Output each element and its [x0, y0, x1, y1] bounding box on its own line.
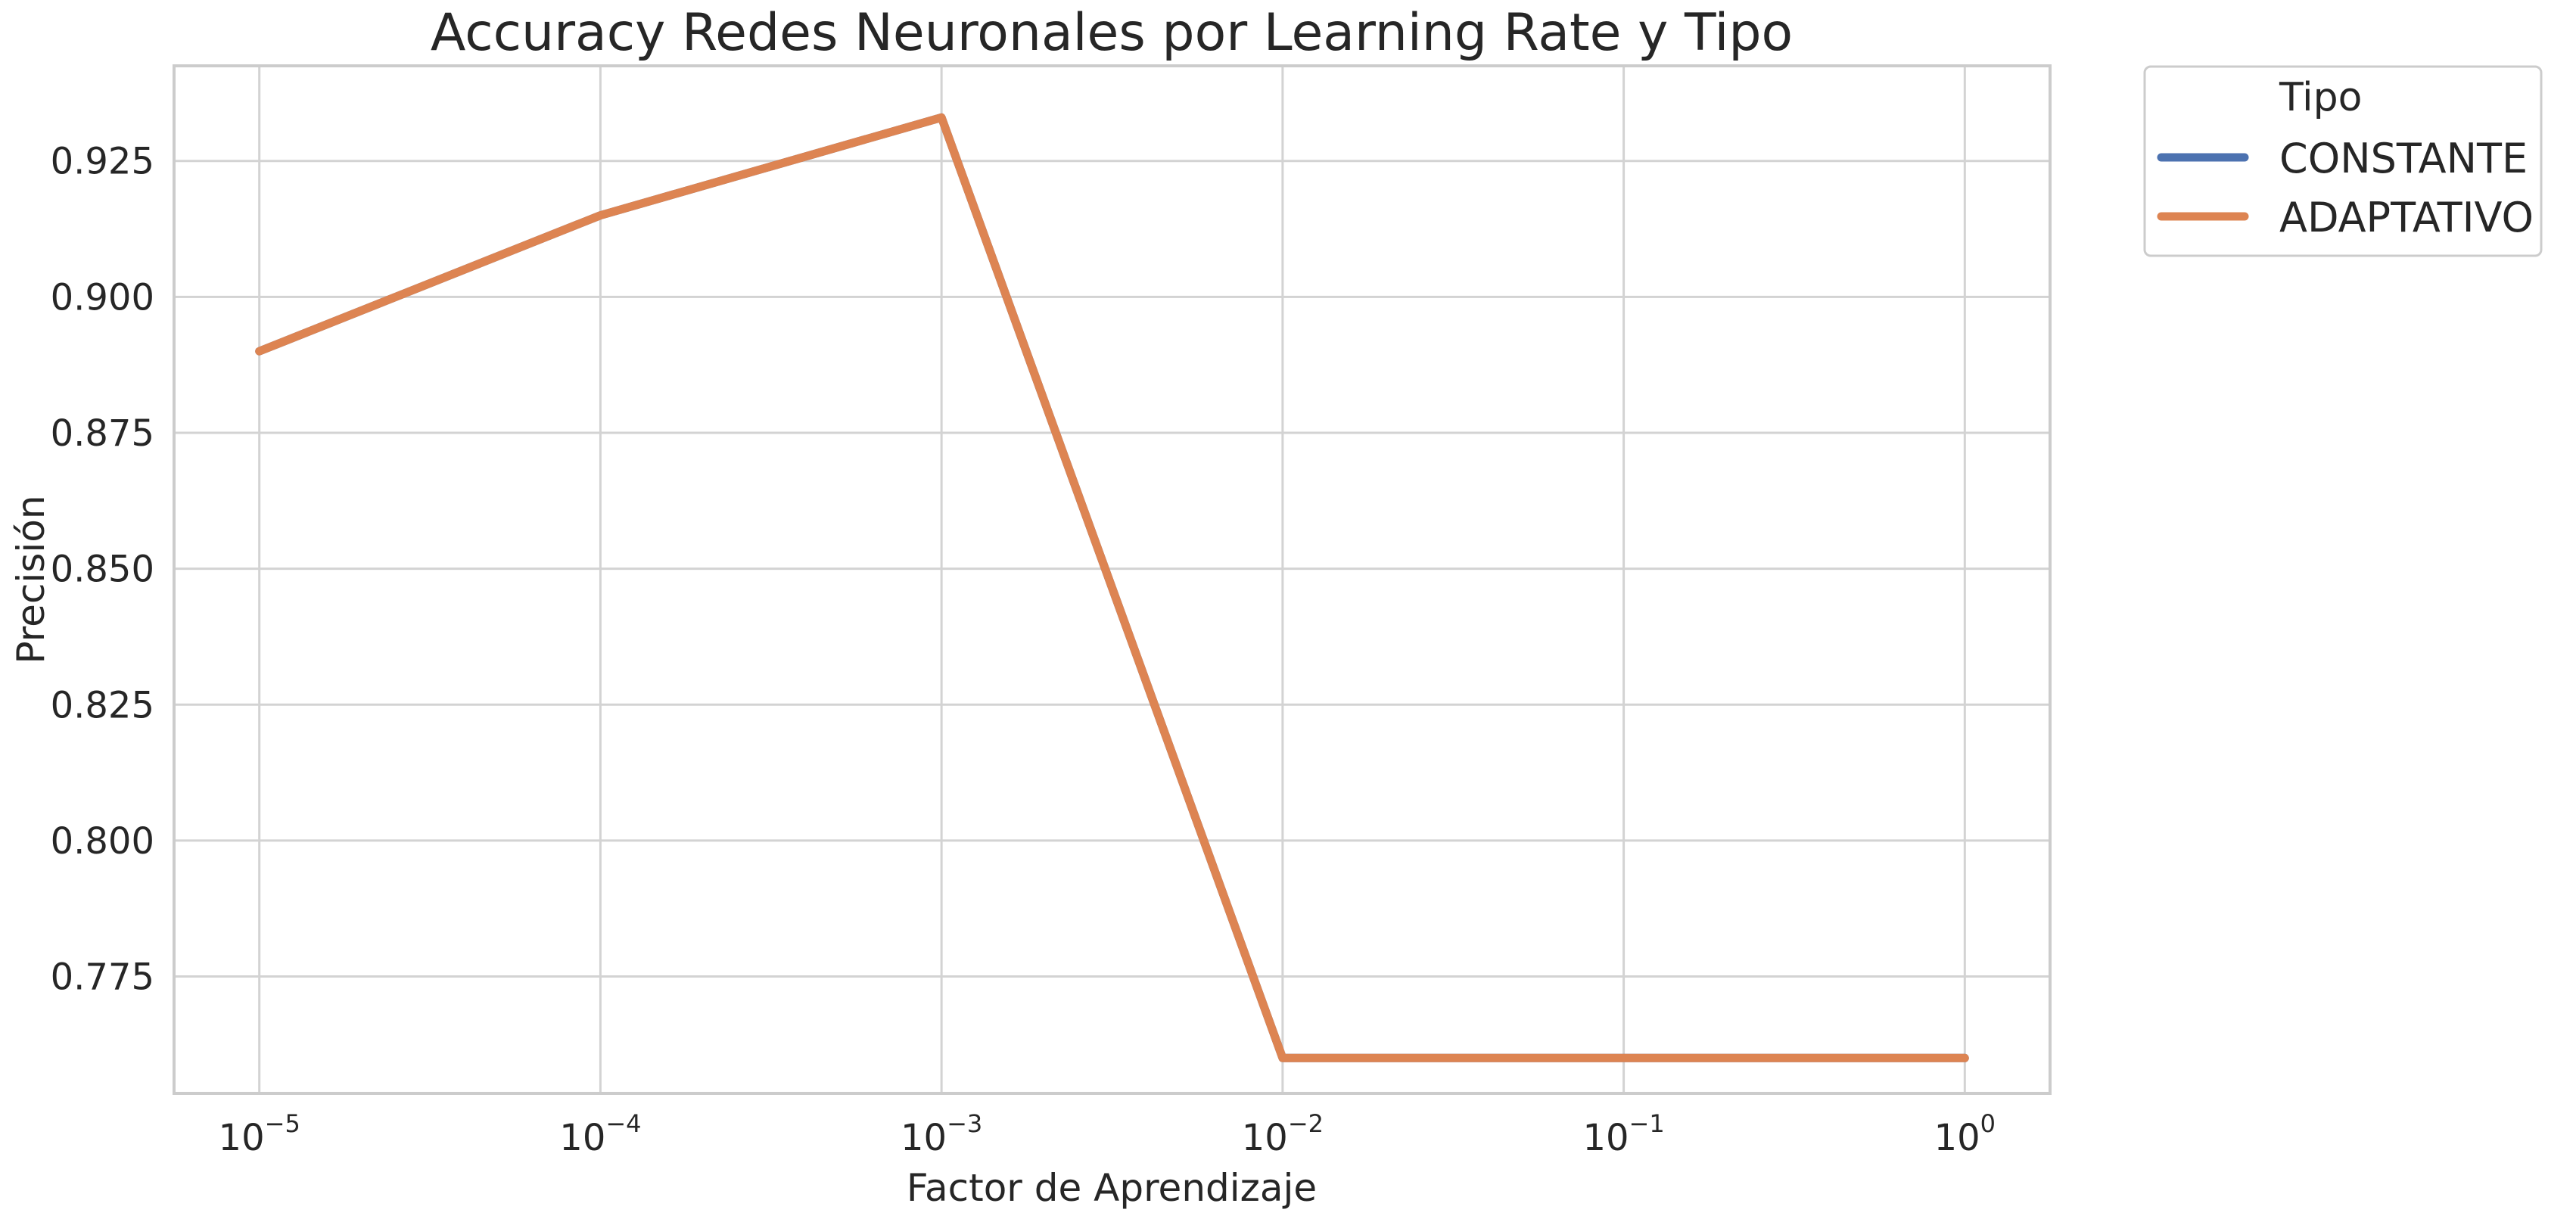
plot-frame: [173, 64, 2052, 1095]
y-tick-label: 0.900: [51, 276, 154, 319]
legend-entries: CONSTANTE ADAPTATIVO: [2157, 135, 2534, 241]
x-tick-label: 10−3: [901, 1109, 982, 1159]
series-line-adaptativo: [255, 113, 1969, 1062]
x-tick-base: 10: [219, 1117, 265, 1159]
y-tick-label: 0.875: [51, 412, 154, 455]
legend-label-constante: CONSTANTE: [2279, 135, 2528, 182]
x-tick-label: 100: [1934, 1109, 1996, 1159]
x-tick-label: 10−1: [1582, 1109, 1664, 1159]
y-tick-label: 0.775: [51, 956, 154, 999]
x-tick-base: 10: [901, 1117, 947, 1159]
y-axis-label: Precisión: [9, 495, 53, 664]
x-tick-exponent: −3: [947, 1109, 982, 1138]
y-tick-label: 0.800: [51, 820, 154, 863]
grid: [174, 66, 2050, 1093]
y-tick-label: 0.850: [51, 549, 154, 591]
y-tick-label: 0.825: [51, 684, 154, 726]
x-tick-base: 10: [1934, 1117, 1980, 1159]
x-tick-base: 10: [559, 1117, 605, 1159]
x-tick-exponent: 0: [1980, 1109, 1996, 1138]
y-tick-label: 0.925: [51, 141, 154, 183]
x-tick-label: 10−4: [559, 1109, 641, 1159]
x-tick-exponent: −5: [265, 1109, 300, 1138]
x-tick-labels: 10−5 10−4 10−3 10−2 10−1 100: [219, 1109, 1996, 1159]
legend: Tipo CONSTANTE ADAPTATIVO: [2143, 65, 2543, 257]
legend-label-adaptativo: ADAPTATIVO: [2279, 194, 2534, 241]
chart-title: Accuracy Redes Neuronales por Learning R…: [431, 3, 1793, 63]
x-tick-base: 10: [1242, 1117, 1288, 1159]
legend-title: Tipo: [2279, 75, 2362, 120]
series-lines: [255, 113, 1969, 1062]
legend-frame: [2143, 65, 2543, 257]
x-tick-exponent: −1: [1629, 1109, 1665, 1138]
x-tick-exponent: −2: [1288, 1109, 1324, 1138]
x-tick-label: 10−5: [219, 1109, 300, 1159]
x-tick-label: 10−2: [1242, 1109, 1324, 1159]
x-tick-base: 10: [1582, 1117, 1629, 1159]
y-tick-labels: 0.775 0.800 0.825 0.850 0.875 0.900 0.925: [51, 141, 154, 999]
x-tick-exponent: −4: [605, 1109, 641, 1138]
x-axis-label: Factor de Aprendizaje: [907, 1166, 1317, 1210]
